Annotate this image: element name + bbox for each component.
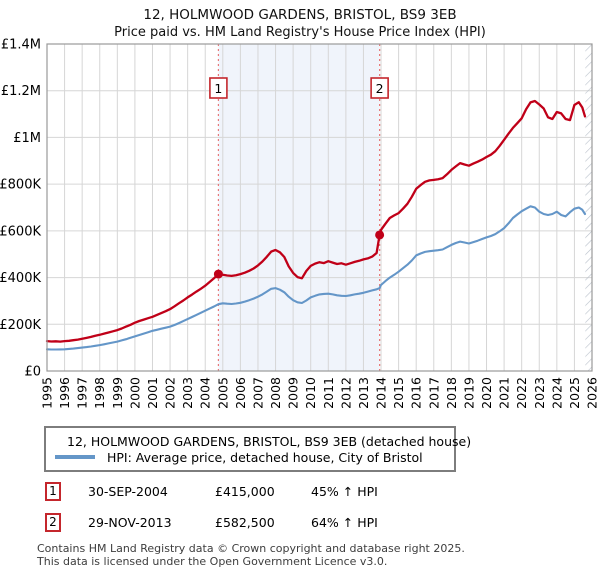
svg-text:2022: 2022	[514, 377, 529, 409]
transaction-hpi-change: 45% ↑ HPI	[311, 484, 600, 499]
legend-item-property: 12, HOLMWOOD GARDENS, BRISTOL, BS9 3EB (…	[55, 433, 448, 449]
transaction-price: £582,500	[215, 515, 311, 530]
svg-text:2009: 2009	[286, 377, 301, 409]
transaction-hpi-change: 64% ↑ HPI	[311, 515, 600, 530]
svg-text:1998: 1998	[92, 377, 107, 409]
transaction-list: 1 30-SEP-2004 £415,000 45% ↑ HPI 2 29-NO…	[0, 481, 600, 532]
svg-text:2007: 2007	[250, 377, 265, 409]
svg-text:2: 2	[376, 81, 384, 96]
svg-text:2016: 2016	[409, 377, 424, 409]
transaction-row: 1 30-SEP-2004 £415,000 45% ↑ HPI	[0, 481, 600, 501]
svg-text:2013: 2013	[356, 377, 371, 409]
chart-legend: 12, HOLMWOOD GARDENS, BRISTOL, BS9 3EB (…	[44, 426, 456, 472]
chart-header: 12, HOLMWOOD GARDENS, BRISTOL, BS9 3EB P…	[0, 0, 600, 42]
legend-line-blue-swatch	[55, 455, 95, 459]
svg-text:£200K: £200K	[0, 318, 41, 333]
svg-text:2000: 2000	[127, 377, 142, 409]
svg-text:2017: 2017	[426, 377, 441, 409]
svg-text:£1.2M: £1.2M	[1, 84, 41, 99]
svg-text:2018: 2018	[444, 377, 459, 409]
transaction-marker: 1	[45, 482, 61, 501]
svg-text:2005: 2005	[215, 377, 230, 409]
page-title: 12, HOLMWOOD GARDENS, BRISTOL, BS9 3EB	[0, 6, 600, 24]
svg-text:2025: 2025	[567, 377, 582, 409]
svg-text:2015: 2015	[391, 377, 406, 409]
svg-text:£1M: £1M	[13, 131, 41, 146]
svg-text:2014: 2014	[374, 377, 389, 409]
svg-text:£400K: £400K	[0, 271, 41, 286]
transaction-date: 30-SEP-2004	[88, 484, 215, 499]
svg-text:2026: 2026	[585, 377, 600, 409]
svg-text:2002: 2002	[163, 377, 178, 409]
page-subtitle: Price paid vs. HM Land Registry's House …	[0, 24, 600, 41]
transaction-row: 2 29-NOV-2013 £582,500 64% ↑ HPI	[0, 512, 600, 532]
svg-text:2011: 2011	[321, 377, 336, 409]
svg-text:£1.4M: £1.4M	[1, 38, 41, 53]
svg-text:2020: 2020	[479, 377, 494, 409]
svg-text:1997: 1997	[75, 377, 90, 409]
footer-licence: This data is licensed under the Open Gov…	[37, 556, 600, 568]
svg-text:2010: 2010	[303, 377, 318, 409]
svg-text:2019: 2019	[461, 377, 476, 409]
svg-text:£600K: £600K	[0, 224, 41, 239]
svg-text:2023: 2023	[532, 377, 547, 409]
svg-text:2008: 2008	[268, 377, 283, 409]
footer-copyright: Contains HM Land Registry data © Crown c…	[37, 543, 600, 556]
transaction-date: 29-NOV-2013	[88, 515, 215, 530]
svg-text:1996: 1996	[57, 377, 72, 409]
transaction-marker: 2	[45, 513, 61, 532]
legend-item-hpi: HPI: Average price, detached house, City…	[55, 449, 448, 465]
svg-text:2001: 2001	[145, 377, 160, 409]
svg-text:1995: 1995	[40, 377, 55, 409]
svg-text:1999: 1999	[110, 377, 125, 409]
svg-text:2003: 2003	[180, 377, 195, 409]
svg-text:1: 1	[214, 81, 222, 96]
svg-text:2004: 2004	[198, 377, 213, 409]
legend-label: HPI: Average price, detached house, City…	[107, 450, 423, 465]
svg-text:2006: 2006	[233, 377, 248, 409]
legend-label: 12, HOLMWOOD GARDENS, BRISTOL, BS9 3EB (…	[67, 434, 471, 449]
svg-text:2021: 2021	[497, 377, 512, 409]
svg-text:£800K: £800K	[0, 178, 41, 193]
footer: Contains HM Land Registry data © Crown c…	[37, 543, 600, 568]
svg-text:2024: 2024	[549, 377, 564, 409]
transaction-price: £415,000	[215, 484, 311, 499]
svg-text:2012: 2012	[338, 377, 353, 409]
